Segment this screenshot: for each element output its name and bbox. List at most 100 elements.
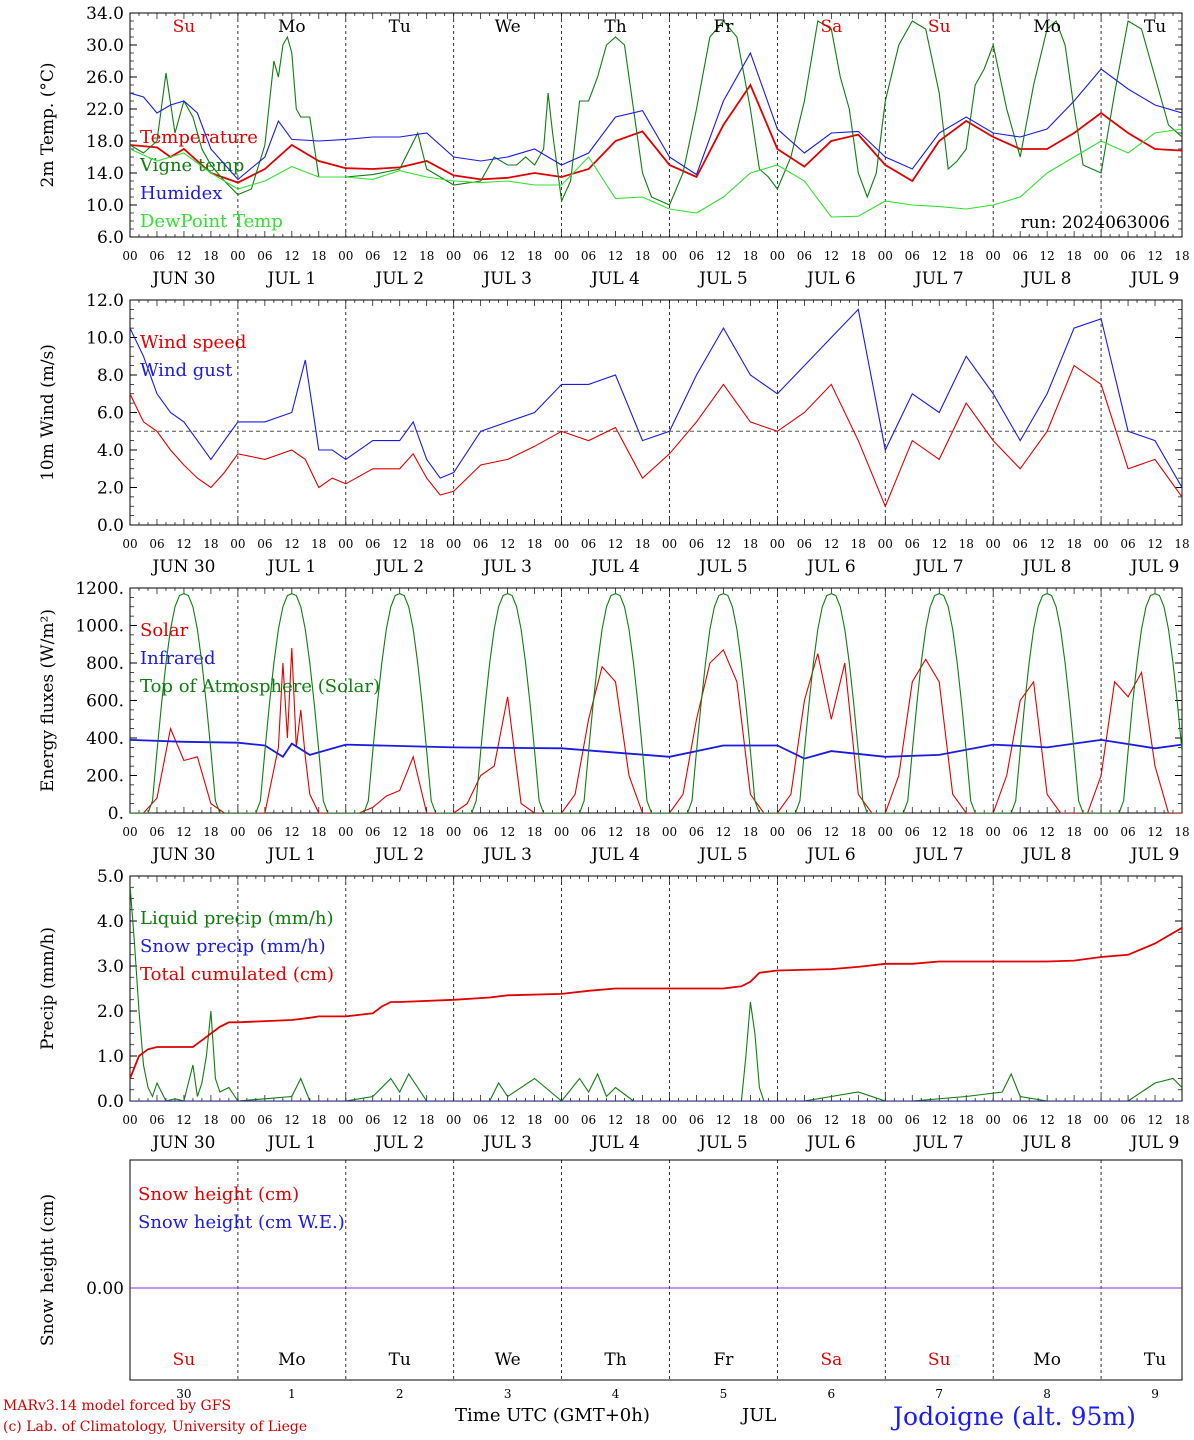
date-label: JUL 6 bbox=[805, 269, 856, 289]
x-tick-label: 06 bbox=[257, 825, 272, 839]
x-tick-label: 18 bbox=[311, 825, 326, 839]
x-tick-label: 06 bbox=[1013, 537, 1028, 551]
panel-4: 0.0 1.0 2.0 3.0 4.0 5.0 Precip (mm/h) Liquid pr… bbox=[38, 867, 1190, 1153]
x-tick-label: 00 bbox=[554, 249, 569, 263]
legend-entry: Snow height (cm W.E.) bbox=[138, 1212, 345, 1233]
date-label: JUL 2 bbox=[373, 845, 424, 865]
x-tick-label: 06 bbox=[473, 249, 488, 263]
x-tick-label: 18 bbox=[527, 249, 542, 263]
y-tick-label: 34.0 bbox=[86, 4, 124, 24]
x-tick-label: 18 bbox=[203, 825, 218, 839]
x-tick-label: 12 bbox=[608, 537, 623, 551]
date-label: JUL 9 bbox=[1129, 269, 1180, 289]
x-tick-label: 18 bbox=[419, 249, 434, 263]
date-label: JUL 5 bbox=[697, 557, 748, 577]
y-tick-label: 10.0 bbox=[86, 329, 124, 349]
x-tick-label: 12 bbox=[608, 825, 623, 839]
x-axis-title: Time UTC (GMT+0h) bbox=[455, 1405, 650, 1426]
model-credit: MARv3.14 model forced by GFS bbox=[3, 1398, 232, 1414]
x-tick-label: 18 bbox=[203, 537, 218, 551]
y-tick-label: 400. bbox=[86, 729, 124, 749]
weekday-label: Su bbox=[173, 1350, 196, 1370]
day-number: 4 bbox=[612, 1387, 620, 1401]
x-tick-label: 06 bbox=[1120, 825, 1135, 839]
y-tick-label: 1200. bbox=[75, 579, 124, 599]
y-tick-label: 600. bbox=[86, 692, 124, 712]
x-tick-label: 12 bbox=[500, 825, 515, 839]
x-tick-label: 06 bbox=[149, 1113, 164, 1127]
panel-3: 0. 200. 400. 600. 800. 1000. 1200. Energy fluxe… bbox=[38, 579, 1190, 865]
y-tick-label: 0. bbox=[108, 804, 124, 824]
date-label: JUL 9 bbox=[1129, 557, 1180, 577]
x-tick-label: 00 bbox=[338, 249, 353, 263]
weekday-label: Sa bbox=[820, 1350, 842, 1370]
series-line-infrared bbox=[130, 738, 1182, 760]
y-tick-label: 2.0 bbox=[97, 479, 124, 499]
y-tick-label: 30.0 bbox=[86, 36, 124, 56]
x-tick-label: 00 bbox=[878, 537, 893, 551]
y-tick-label: 6.0 bbox=[97, 404, 124, 424]
x-tick-label: 18 bbox=[635, 537, 650, 551]
legend-entry: Total cumulated (cm) bbox=[140, 964, 334, 985]
legend-entry: Wind gust bbox=[140, 360, 233, 381]
x-tick-label: 12 bbox=[1147, 249, 1162, 263]
x-tick-label: 00 bbox=[770, 537, 785, 551]
series-line-wind-speed bbox=[130, 364, 1182, 508]
x-tick-label: 18 bbox=[311, 537, 326, 551]
x-tick-label: 18 bbox=[851, 825, 866, 839]
weekday-label: Fr bbox=[713, 1350, 734, 1370]
x-tick-label: 12 bbox=[284, 249, 299, 263]
date-label: JUL 6 bbox=[805, 845, 856, 865]
series-line-solar bbox=[130, 647, 1182, 813]
x-tick-label: 06 bbox=[473, 825, 488, 839]
series-line-top-of-atmosphere-solar- bbox=[130, 593, 1182, 813]
plot-frame bbox=[129, 587, 1183, 814]
x-tick-label: 06 bbox=[581, 249, 596, 263]
y-tick-label: 26.0 bbox=[86, 68, 124, 88]
date-label: JUN 30 bbox=[150, 557, 215, 577]
x-tick-label: 06 bbox=[149, 537, 164, 551]
x-tick-label: 00 bbox=[986, 825, 1001, 839]
legend-entry: Solar bbox=[140, 620, 189, 641]
x-tick-label: 12 bbox=[284, 1113, 299, 1127]
x-tick-label: 18 bbox=[1066, 1113, 1081, 1127]
x-tick-label: 18 bbox=[419, 1113, 434, 1127]
x-tick-label: 18 bbox=[419, 825, 434, 839]
date-label: JUL 5 bbox=[697, 1133, 748, 1153]
x-tick-label: 00 bbox=[230, 249, 245, 263]
x-tick-label: 00 bbox=[1093, 825, 1108, 839]
x-tick-label: 06 bbox=[689, 1113, 704, 1127]
x-tick-label: 18 bbox=[635, 825, 650, 839]
x-tick-label: 00 bbox=[554, 825, 569, 839]
x-tick-label: 18 bbox=[311, 1113, 326, 1127]
y-tick-label: 14.0 bbox=[86, 164, 124, 184]
x-tick-label: 18 bbox=[743, 825, 758, 839]
x-tick-label: 00 bbox=[878, 249, 893, 263]
x-tick-label: 06 bbox=[905, 249, 920, 263]
legend-entry: DewPoint Temp bbox=[140, 211, 283, 232]
y-axis-label: Energy fluxes (W/m²) bbox=[38, 609, 58, 792]
x-tick-label: 18 bbox=[203, 1113, 218, 1127]
x-tick-label: 00 bbox=[122, 1113, 137, 1127]
date-label: JUL 4 bbox=[589, 845, 640, 865]
series-line-total-cumulated-cm- bbox=[130, 927, 1182, 1079]
y-tick-label: 5.0 bbox=[97, 867, 124, 887]
x-tick-label: 12 bbox=[824, 825, 839, 839]
date-label: JUL 1 bbox=[266, 557, 317, 577]
x-tick-label: 06 bbox=[797, 1113, 812, 1127]
date-label: JUL 4 bbox=[589, 1133, 640, 1153]
x-tick-label: 00 bbox=[986, 537, 1001, 551]
x-tick-label: 12 bbox=[1039, 825, 1054, 839]
x-tick-label: 18 bbox=[743, 249, 758, 263]
x-tick-label: 00 bbox=[230, 1113, 245, 1127]
weekday-label: We bbox=[495, 1350, 521, 1370]
y-tick-label: 8.0 bbox=[97, 366, 124, 386]
date-label: JUL 3 bbox=[481, 1133, 532, 1153]
x-tick-label: 18 bbox=[959, 537, 974, 551]
x-tick-label: 06 bbox=[581, 537, 596, 551]
x-tick-label: 12 bbox=[716, 1113, 731, 1127]
x-tick-label: 12 bbox=[500, 1113, 515, 1127]
x-tick-label: 00 bbox=[878, 1113, 893, 1127]
x-tick-label: 00 bbox=[446, 825, 461, 839]
weekday-label: Th bbox=[604, 17, 626, 37]
